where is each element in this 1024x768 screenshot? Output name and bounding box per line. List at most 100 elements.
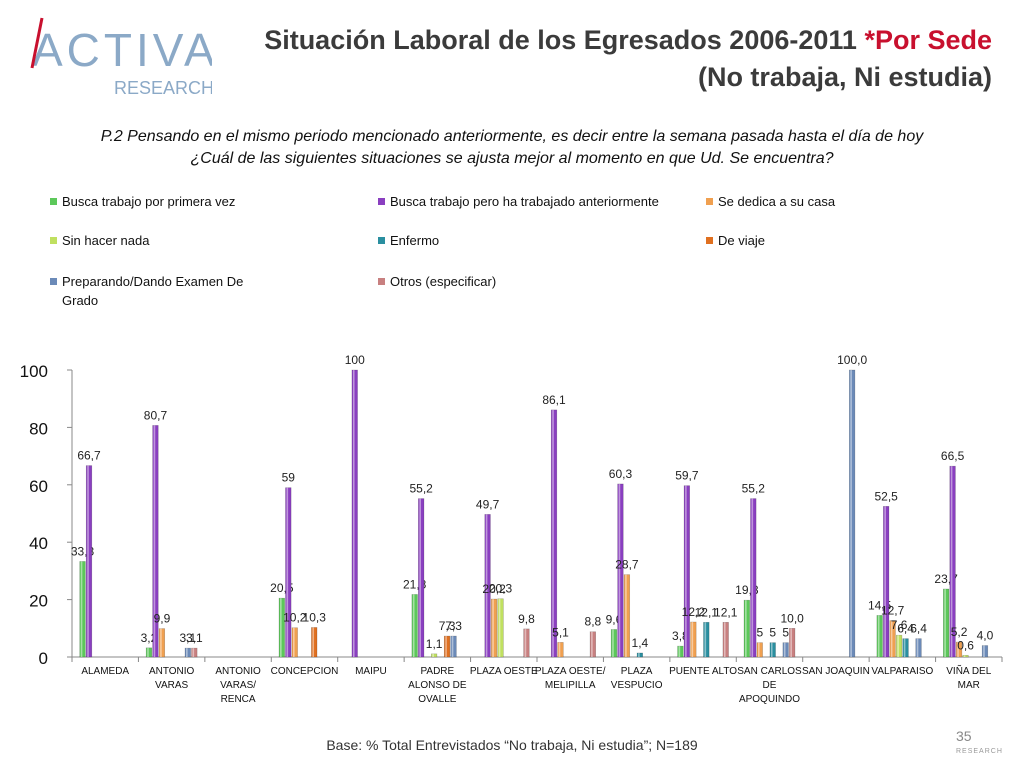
- data-label: 20,2: [482, 582, 506, 596]
- bar-s5: [636, 652, 643, 658]
- bar-s1: [943, 588, 950, 658]
- data-label: 5: [769, 626, 776, 640]
- legend-item: Otros (especificar): [378, 272, 690, 291]
- x-category-label: PUENTE ALTO: [669, 666, 737, 677]
- bar-s1: [610, 629, 618, 658]
- data-label: 12,7: [881, 604, 905, 618]
- logo-sub-text: RESEARCH: [114, 78, 212, 98]
- activa-research-logo: ACTIVA RESEARCH: [22, 14, 215, 104]
- bar-s3: [756, 642, 763, 658]
- bar-s3: [623, 574, 631, 658]
- bar-highlight: [745, 600, 747, 657]
- bar-s2: [949, 465, 956, 658]
- bar-highlight: [432, 653, 434, 657]
- survey-question: P.2 Pensando en el mismo periodo mencion…: [30, 126, 994, 170]
- y-tick-label: 80: [29, 419, 48, 438]
- bar-s2: [484, 514, 491, 658]
- x-category-label: PLAZA OESTE/: [535, 666, 606, 677]
- bar-highlight: [552, 409, 554, 657]
- bar-s1: [743, 599, 750, 658]
- bar-s2: [750, 498, 757, 658]
- x-category-label: VARAS: [155, 680, 188, 691]
- bar-s7: [849, 369, 856, 658]
- data-label: 49,7: [476, 497, 500, 511]
- data-label: 9,8: [518, 612, 535, 626]
- bar-s8: [191, 647, 198, 658]
- data-label: 6,4: [910, 622, 927, 636]
- bar-s6: [311, 627, 318, 658]
- bar-highlight: [292, 627, 295, 657]
- bar-highlight: [897, 635, 899, 657]
- bar-highlight: [451, 636, 454, 657]
- legend-swatch: [706, 198, 713, 205]
- bar-s2: [617, 483, 624, 658]
- bar-highlight: [186, 648, 188, 657]
- bar-highlight: [884, 506, 886, 657]
- bar-s8: [789, 627, 796, 658]
- bar-highlight: [625, 574, 627, 657]
- legend-label: Preparando/Dando Examen De Grado: [62, 274, 244, 308]
- x-category-label: MAR: [958, 680, 980, 691]
- footer-base-note: Base: % Total Entrevistados “No trabaja,…: [326, 737, 698, 753]
- bar-highlight: [903, 638, 906, 657]
- page-number-badge: 35 RESEARCH: [946, 726, 1006, 766]
- data-label: 1,4: [632, 636, 649, 650]
- bar-highlight: [419, 498, 421, 657]
- x-category-label: RENCA: [221, 694, 256, 705]
- bar-highlight: [783, 642, 786, 657]
- bar-highlight: [153, 425, 156, 657]
- x-category-label: ANTONIO: [149, 666, 195, 677]
- data-label: 10,2: [283, 611, 307, 625]
- y-tick-label: 40: [29, 534, 48, 553]
- data-label: 28,7: [615, 558, 639, 572]
- bar-highlight: [492, 599, 494, 657]
- legend-swatch: [378, 278, 385, 285]
- legend-swatch: [378, 198, 385, 205]
- bar-highlight: [445, 636, 447, 657]
- bar-s5: [769, 642, 776, 658]
- bar-s2: [418, 498, 425, 658]
- bar-highlight: [691, 621, 694, 657]
- bar-highlight: [770, 642, 773, 657]
- bar-s2: [285, 487, 292, 658]
- x-category-label: SAN CARLOS: [737, 666, 802, 677]
- bar-highlight: [678, 646, 681, 657]
- bar-highlight: [638, 652, 640, 657]
- y-tick-label: 0: [39, 649, 48, 668]
- data-label: 12,1: [695, 605, 719, 619]
- bar-highlight: [685, 485, 687, 657]
- bar-s4: [497, 598, 504, 658]
- bar-s4: [962, 654, 969, 658]
- title-main: Situación Laboral de los Egresados 2006-…: [264, 25, 865, 55]
- bar-highlight: [147, 647, 149, 657]
- page-brand: RESEARCH: [956, 748, 1003, 755]
- bar-s2: [152, 425, 159, 658]
- bar-s3: [490, 598, 498, 658]
- legend-swatch: [706, 237, 713, 244]
- x-category-label: ALONSO DE: [408, 680, 467, 691]
- legend-item: Busca trabajo pero ha trabajado anterior…: [378, 192, 690, 211]
- data-label: 80,7: [144, 408, 168, 422]
- x-category-label: PADRE: [420, 666, 454, 677]
- data-label: 8,8: [585, 615, 602, 629]
- data-label: 3,1: [186, 631, 203, 645]
- bar-s7: [450, 635, 457, 658]
- bar-highlight: [877, 615, 880, 657]
- x-category-label: APOQUINDO: [739, 694, 800, 705]
- legend-item: Sin hacer nada: [50, 231, 362, 250]
- bar-s4: [431, 653, 438, 658]
- data-label: 66,7: [77, 449, 101, 463]
- bar-s1: [876, 615, 883, 658]
- bar-highlight: [498, 598, 501, 657]
- bar-highlight: [983, 645, 985, 657]
- title-line-1: Situación Laboral de los Egresados 2006-…: [264, 22, 992, 59]
- bar-highlight: [618, 483, 621, 657]
- y-tick-label: 20: [29, 592, 48, 611]
- bar-s1: [278, 597, 285, 658]
- bar-highlight: [850, 370, 852, 657]
- x-category-label: OVALLE: [418, 694, 456, 705]
- data-label: 9,9: [154, 612, 171, 626]
- legend-label: Sin hacer nada: [62, 233, 150, 248]
- bar-highlight: [80, 561, 83, 657]
- data-label: 52,5: [874, 489, 898, 503]
